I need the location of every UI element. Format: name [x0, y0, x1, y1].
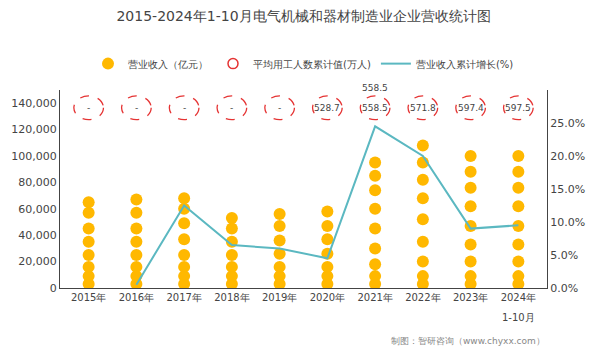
svg-text:2018年: 2018年 [214, 292, 249, 303]
svg-text:120,000: 120,000 [11, 123, 57, 136]
svg-text:2021年: 2021年 [357, 292, 392, 303]
svg-text:2019年: 2019年 [262, 292, 297, 303]
svg-text:0: 0 [50, 282, 57, 295]
svg-text:100,000: 100,000 [11, 150, 57, 163]
svg-text:20.0%: 20.0% [550, 150, 585, 163]
svg-text:25.0%: 25.0% [550, 117, 585, 130]
svg-text:-: - [183, 103, 186, 113]
svg-text:140,000: 140,000 [11, 97, 57, 110]
svg-text:-: - [87, 103, 90, 113]
svg-text:1-10月: 1-10月 [502, 312, 535, 323]
svg-text:2020年: 2020年 [310, 292, 345, 303]
svg-text:528.7: 528.7 [314, 103, 340, 113]
svg-text:40,000: 40,000 [18, 229, 57, 242]
svg-text:营业收入累计增长(%): 营业收入累计增长(%) [416, 59, 513, 70]
svg-text:2024年: 2024年 [501, 292, 536, 303]
svg-text:571.8: 571.8 [410, 103, 436, 113]
svg-text:2016年: 2016年 [119, 292, 154, 303]
svg-text:10.0%: 10.0% [550, 216, 585, 229]
svg-text:-: - [135, 103, 138, 113]
svg-text:558.5: 558.5 [362, 103, 388, 113]
svg-text:597.5: 597.5 [505, 103, 531, 113]
svg-text:0.0%: 0.0% [550, 282, 578, 295]
svg-text:20,000: 20,000 [18, 255, 57, 268]
svg-text:2022年: 2022年 [405, 292, 440, 303]
svg-text:2015年: 2015年 [71, 292, 106, 303]
svg-text:597.4: 597.4 [458, 103, 484, 113]
svg-text:80,000: 80,000 [18, 176, 57, 189]
svg-text:-: - [278, 103, 281, 113]
svg-text:平均用工人数累计值(万人): 平均用工人数累计值(万人) [253, 59, 371, 70]
svg-text:-: - [230, 103, 233, 113]
svg-text:2023年: 2023年 [453, 292, 488, 303]
svg-text:制图：智研咨询（www.chyxx.com）: 制图：智研咨询（www.chyxx.com） [391, 336, 545, 346]
svg-text:60,000: 60,000 [18, 203, 57, 216]
svg-text:2015-2024年1-10月电气机械和器材制造业企业营收统: 2015-2024年1-10月电气机械和器材制造业企业营收统计图 [116, 8, 490, 24]
svg-text:5.0%: 5.0% [550, 249, 578, 262]
svg-text:2017年: 2017年 [166, 292, 201, 303]
svg-text:营业收入（亿元）: 营业收入（亿元） [128, 59, 208, 70]
svg-text:15.0%: 15.0% [550, 183, 585, 196]
svg-text:558.5: 558.5 [362, 83, 388, 93]
